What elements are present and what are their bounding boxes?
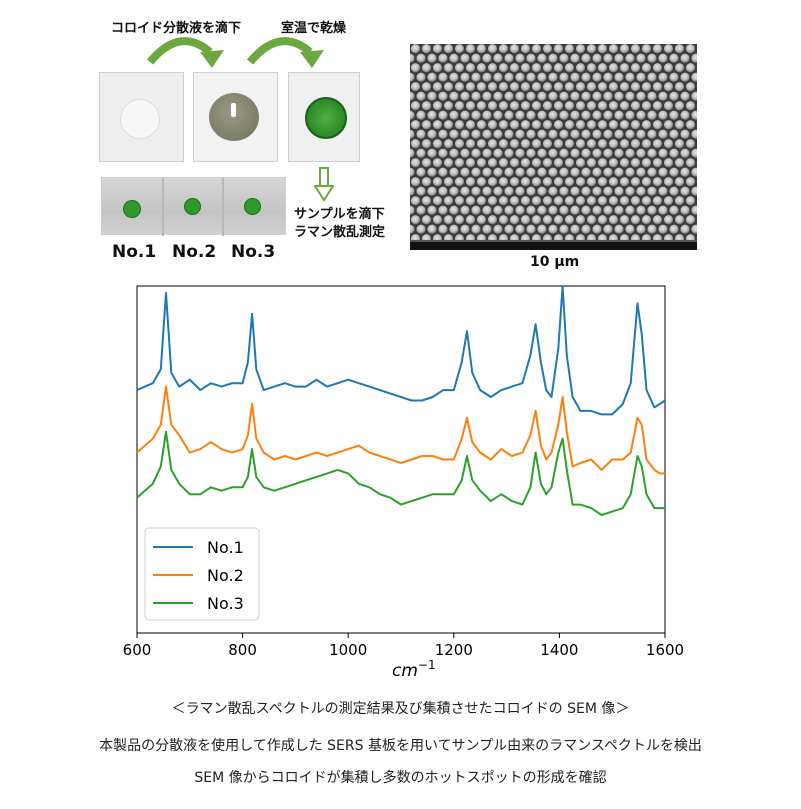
- drop-highlight: [231, 103, 236, 117]
- curved-arrow-2: [246, 37, 313, 65]
- strip-divider: [222, 178, 224, 236]
- legend-label-2: No.2: [207, 566, 244, 585]
- raman-chart: 600 800 1000 1200 1400 1600 cm−1 No.1 No.2 No.3: [123, 285, 684, 681]
- arrowhead-2: [300, 50, 324, 68]
- substrate-photo: [99, 72, 184, 162]
- series-line-2: [136, 385, 665, 475]
- sample-label-3: No.3: [231, 242, 276, 262]
- legend: No.1 No.2 No.3: [144, 527, 260, 621]
- caption-detection: 本製品の分散液を使用して作成した SERS 基板を用いてサンプル由来のラマンスペ…: [99, 738, 702, 754]
- caption-title: ＜ラマン散乱スペクトルの測定結果及び集積させたコロイドの SEM 像＞: [171, 701, 630, 717]
- step3-label-2: ラマン散乱測定: [294, 225, 386, 240]
- sample-spot-3: [244, 198, 261, 215]
- x-tick-label-1000: 1000: [329, 641, 367, 659]
- arrowhead-1: [200, 50, 224, 68]
- x-axis-label-exponent: −1: [418, 658, 436, 672]
- sample-spot-1: [123, 200, 141, 218]
- sem-image: [410, 44, 697, 250]
- legend-label-3: No.3: [207, 594, 244, 613]
- sample-spot-2: [184, 198, 201, 215]
- sample-strip-photo: [101, 177, 286, 236]
- dried-spot: [305, 97, 347, 139]
- down-arrow-head: [314, 185, 334, 202]
- legend-label-1: No.1: [207, 538, 244, 557]
- step1-label: コロイド分散液を滴下: [111, 21, 242, 36]
- sample-label-2: No.2: [172, 242, 217, 262]
- series-layer: [136, 285, 666, 516]
- substrate-spot: [120, 99, 160, 139]
- sem-particles: [410, 44, 697, 250]
- sem-scale-label: 10 μm: [530, 254, 580, 270]
- legend-box: [144, 527, 260, 621]
- step2-label: 室温で乾燥: [281, 21, 347, 36]
- plot-frame: [136, 285, 666, 634]
- x-tick-label-800: 800: [228, 641, 257, 659]
- sem-particle-field: [410, 44, 697, 250]
- x-tick-label-1400: 1400: [540, 641, 578, 659]
- x-tick-label-600: 600: [123, 641, 152, 659]
- down-arrow: [314, 167, 334, 202]
- curved-arrow-1: [146, 37, 213, 65]
- dried-colloid-photo: [288, 72, 360, 162]
- sem-scale-bar: [410, 240, 697, 250]
- x-tick-label-1200: 1200: [435, 641, 473, 659]
- colloid-drop: [209, 93, 259, 141]
- x-axis-label: cm−1: [392, 658, 436, 681]
- step3-label-1: サンプルを滴下: [294, 207, 385, 222]
- x-axis: 600 800 1000 1200 1400 1600: [123, 633, 684, 659]
- strip-divider: [162, 178, 164, 236]
- series-line-1: [136, 285, 666, 416]
- curved-arrows: [146, 37, 324, 68]
- caption-hotspot: SEM 像からコロイドが集積し多数のホットスポットの形成を確認: [194, 770, 607, 786]
- sample-label-1: No.1: [112, 242, 157, 262]
- series-line-3: [136, 430, 665, 516]
- x-tick-label-1600: 1600: [646, 641, 684, 659]
- colloid-drop-photo: [193, 72, 278, 162]
